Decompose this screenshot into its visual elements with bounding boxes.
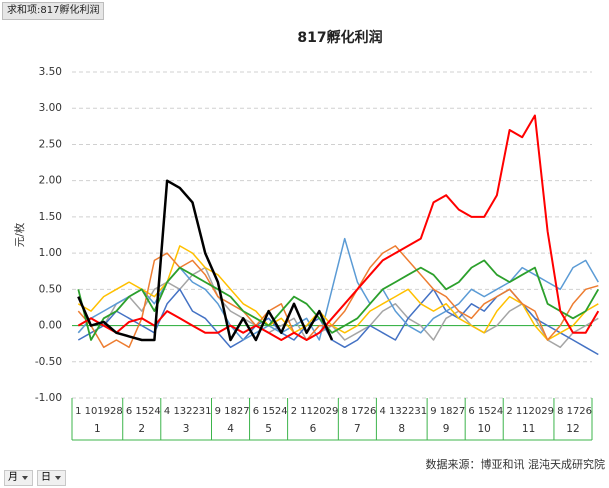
x-tick-label: 6 — [468, 406, 474, 417]
x-tick-label: 17 — [351, 406, 364, 417]
x-tick-label: 11 — [516, 406, 529, 417]
x-group-label: 12 — [566, 423, 579, 435]
y-tick-label: 2.50 — [39, 138, 62, 150]
x-group-label: 1 — [94, 423, 101, 435]
x-tick-label: 18 — [440, 406, 453, 417]
x-tick-label: 20 — [529, 406, 542, 417]
x-tick-label: 20 — [313, 406, 326, 417]
y-tick-label: 3.00 — [39, 102, 62, 114]
x-tick-label: 4 — [164, 406, 170, 417]
x-group-label: 7 — [354, 423, 361, 435]
x-tick-label: 27 — [237, 406, 250, 417]
x-tick-label: 19 — [97, 406, 110, 417]
x-tick-label: 24 — [491, 406, 504, 417]
x-tick-label: 2 — [291, 406, 297, 417]
y-tick-label: 2.00 — [39, 175, 62, 187]
x-tick-label: 26 — [364, 406, 377, 417]
x-tick-label: 15 — [135, 406, 148, 417]
x-tick-label: 17 — [567, 406, 580, 417]
x-group-label: 10 — [478, 423, 491, 435]
filters: 月 日 — [4, 470, 66, 486]
y-tick-label: 1.00 — [39, 247, 62, 259]
x-tick-label: 15 — [262, 406, 275, 417]
x-group-label: 8 — [398, 423, 405, 435]
x-tick-label: 26 — [579, 406, 592, 417]
field-button[interactable]: 求和项:817孵化利润 — [2, 2, 105, 20]
x-tick-label: 22 — [186, 406, 199, 417]
chart-title: 817孵化利润 — [297, 29, 382, 46]
filter-button[interactable]: 日 — [37, 470, 66, 486]
x-tick-label: 4 — [380, 406, 386, 417]
x-tick-label: 9 — [430, 406, 436, 417]
y-tick-label: -1.00 — [35, 392, 62, 404]
x-tick-label: 29 — [326, 406, 339, 417]
y-tick-label: 1.50 — [39, 211, 62, 223]
x-tick-label: 2 — [506, 406, 512, 417]
y-axis-label: 元/枚 — [13, 222, 26, 247]
x-tick-label: 24 — [275, 406, 288, 417]
x-group-label: 2 — [138, 423, 145, 435]
filter-button[interactable]: 月 — [4, 470, 33, 486]
x-tick-label: 22 — [402, 406, 415, 417]
x-tick-label: 11 — [300, 406, 313, 417]
series-line — [77, 179, 334, 342]
series-line — [77, 245, 599, 349]
x-tick-label: 27 — [452, 406, 465, 417]
source-note: 数据来源：博亚和讯 混沌天成研究院 — [426, 457, 606, 471]
x-tick-label: 6 — [126, 406, 132, 417]
x-tick-label: 8 — [557, 406, 563, 417]
x-group-label: 6 — [310, 423, 317, 435]
x-tick-label: 1 — [75, 406, 81, 417]
y-tick-label: 0.00 — [39, 320, 62, 332]
x-tick-label: 9 — [215, 406, 221, 417]
x-tick-label: 24 — [148, 406, 161, 417]
x-tick-label: 29 — [541, 406, 554, 417]
x-tick-label: 13 — [173, 406, 186, 417]
x-tick-label: 8 — [341, 406, 347, 417]
x-tick-label: 13 — [389, 406, 402, 417]
x-tick-label: 28 — [110, 406, 123, 417]
x-tick-label: 10 — [85, 406, 98, 417]
x-tick-label: 31 — [414, 406, 427, 417]
x-tick-label: 18 — [224, 406, 237, 417]
x-tick-label: 6 — [253, 406, 259, 417]
x-group-label: 3 — [183, 423, 190, 435]
series-line — [77, 266, 599, 349]
series-line — [77, 259, 600, 341]
x-tick-label: 31 — [199, 406, 212, 417]
y-tick-label: -0.50 — [35, 356, 62, 368]
x-group-label: 11 — [522, 423, 535, 435]
x-group-label: 9 — [443, 423, 450, 435]
x-group-label: 4 — [227, 423, 234, 435]
x-tick-label: 15 — [478, 406, 491, 417]
x-group-label: 5 — [265, 423, 272, 435]
series-line — [77, 114, 600, 341]
y-tick-label: 0.50 — [39, 283, 62, 295]
y-tick-label: 3.50 — [39, 66, 62, 78]
